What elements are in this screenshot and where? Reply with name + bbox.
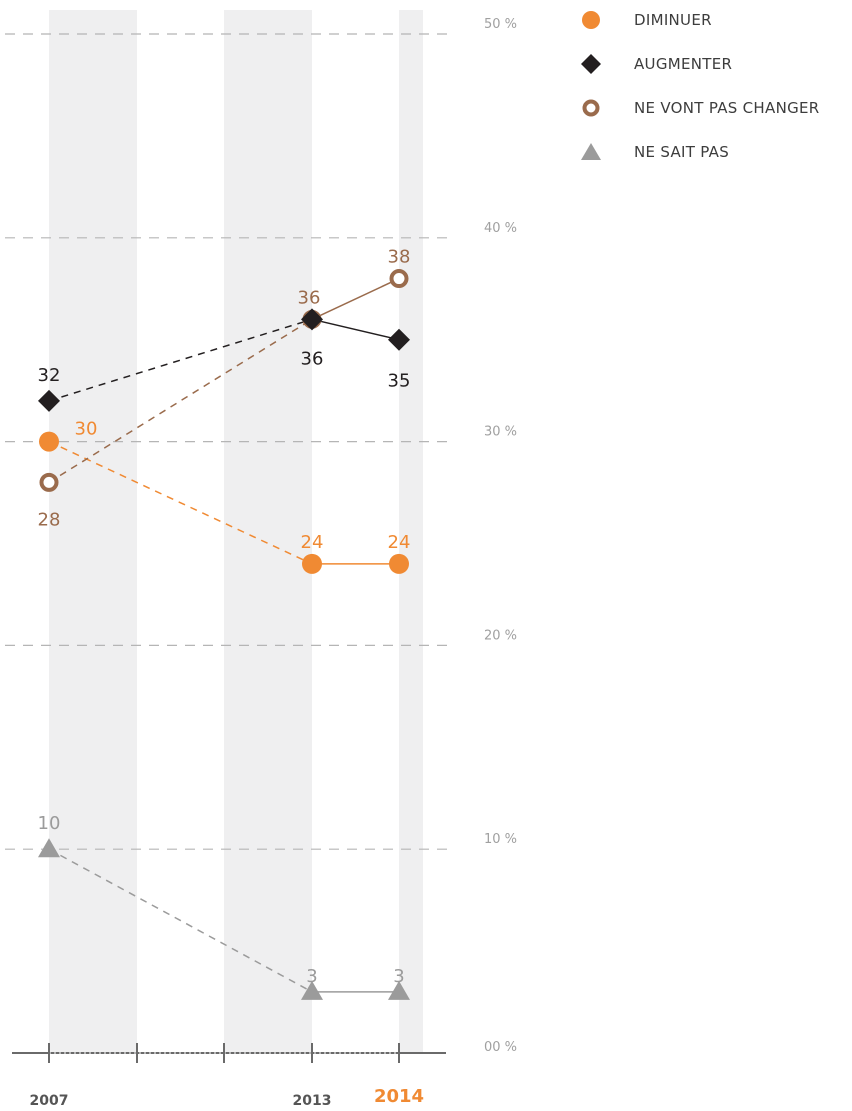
data-label: 36 [301, 348, 324, 369]
data-point-ring [389, 269, 409, 289]
data-label: 3 [393, 966, 404, 987]
circle-icon [582, 11, 600, 29]
data-label: 28 [38, 509, 61, 530]
diamond-icon [581, 54, 601, 74]
series-line [311, 318, 400, 341]
background-band [49, 10, 137, 1053]
series-line [48, 440, 313, 565]
data-point-ring [39, 472, 59, 492]
series-line [48, 848, 313, 993]
legend-label: AUGMENTER [634, 55, 733, 73]
x-tick-label: 2007 [30, 1093, 69, 1109]
data-label: 24 [388, 532, 411, 553]
data-point-diamond [38, 389, 60, 412]
data-point-circle [302, 553, 322, 574]
data-label: 24 [301, 532, 324, 553]
y-tick-label: 20 % [484, 628, 517, 643]
y-tick-label: 40 % [484, 221, 517, 236]
series-line [311, 277, 400, 320]
data-point-circle [39, 431, 59, 452]
data-label: 10 [38, 813, 61, 834]
legend-label: NE VONT PAS CHANGER [634, 99, 820, 117]
ring-icon [582, 99, 600, 117]
data-label: 35 [388, 371, 411, 392]
data-point-diamond [301, 308, 323, 331]
x-tick-label: 2013 [293, 1093, 332, 1109]
legend-label: NE SAIT PAS [634, 143, 730, 161]
data-point-circle [389, 553, 409, 574]
x-tick-label: 2014 [374, 1086, 424, 1107]
y-tick-label: 30 % [484, 425, 517, 440]
data-label: 30 [75, 419, 98, 440]
data-label: 3 [306, 966, 317, 987]
data-point-triangle [388, 980, 410, 1000]
series-line [48, 318, 313, 402]
triangle-icon [581, 143, 601, 160]
y-tick-label: 50 % [484, 17, 517, 32]
legend-label: DIMINUER [634, 11, 712, 29]
data-point-diamond [388, 328, 410, 351]
y-tick-label: 00 % [484, 1040, 517, 1055]
data-label: 38 [388, 247, 411, 268]
background-band [224, 10, 312, 1053]
data-label: 32 [38, 365, 61, 386]
data-point-triangle [301, 980, 323, 1000]
data-point-triangle [38, 838, 60, 858]
background-band [399, 10, 423, 1053]
data-label: 36 [298, 287, 321, 308]
y-tick-label: 10 % [484, 832, 517, 847]
